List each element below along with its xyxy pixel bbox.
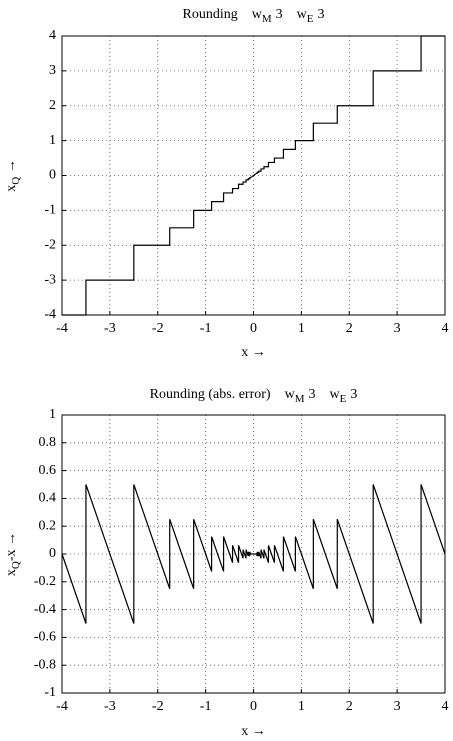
term-subscript: E [340, 393, 347, 405]
term-subscript: M [262, 13, 272, 25]
y-tick-label: 0.4 [39, 491, 57, 506]
y-tick-label: 4 [49, 28, 56, 43]
y-tick-label: 0 [49, 168, 56, 183]
y-tick-label: 0 [49, 546, 56, 561]
y-tick-label: -2 [44, 237, 56, 252]
x-tick-label: 3 [394, 321, 401, 336]
x-axis-label: x → [241, 345, 266, 360]
term-subscript: M [295, 393, 305, 405]
x-tick-label: -3 [104, 321, 116, 336]
y-axis-label: xQ → [4, 159, 21, 191]
y-tick-label: -1 [44, 203, 56, 218]
x-tick-label: 3 [394, 699, 401, 714]
y-tick-label: 1 [49, 133, 56, 148]
term-value: 3 [276, 7, 283, 22]
chart-title: Rounding (abs. error) wM 3 wE 3 [150, 387, 358, 404]
x-tick-label: 0 [250, 321, 257, 336]
y-tick-label: -0.8 [34, 657, 56, 672]
term-subscript: E [307, 13, 314, 25]
term-symbol: w [297, 7, 308, 22]
x-axis-label: x → [241, 724, 266, 739]
y-label-subscript: Q [10, 561, 22, 569]
x-tick-label: 4 [442, 321, 449, 336]
y-tick-label: -0.6 [34, 630, 56, 645]
x-tick-label: -4 [56, 321, 68, 336]
y-tick-label: 2 [49, 98, 56, 113]
x-tick-label: -1 [200, 699, 212, 714]
y-tick-label: 0.8 [39, 435, 57, 450]
x-tick-label: 2 [346, 699, 353, 714]
x-tick-label: 4 [442, 699, 449, 714]
x-tick-label: 1 [298, 321, 305, 336]
term-symbol: w [285, 387, 296, 402]
y-label-suffix: -x → [4, 532, 19, 561]
y-tick-label: 0.6 [39, 463, 57, 478]
y-tick-label: -3 [44, 272, 56, 287]
x-tick-label: -1 [200, 321, 212, 336]
y-tick-label: 0.2 [39, 518, 57, 533]
data-line [62, 35, 445, 316]
y-tick-label: -0.4 [34, 602, 56, 617]
x-tick-label: 1 [298, 699, 305, 714]
term-symbol: w [329, 387, 340, 402]
term-value: 3 [350, 387, 357, 402]
y-tick-label: -0.2 [34, 574, 56, 589]
chart-title: Rounding wM 3 wE 3 [183, 7, 325, 24]
data-line [61, 484, 446, 624]
title-text: Rounding [183, 7, 238, 22]
x-tick-label: 2 [346, 321, 353, 336]
title-text: Rounding (abs. error) [150, 387, 271, 402]
y-label-subscript: Q [10, 177, 22, 185]
y-tick-label: -4 [44, 307, 56, 322]
y-tick-label: 1 [49, 407, 56, 422]
y-tick-label: -1 [44, 685, 56, 700]
x-tick-label: -2 [152, 321, 164, 336]
x-tick-label: -3 [104, 699, 116, 714]
x-tick-label: -4 [56, 699, 68, 714]
x-tick-label: -2 [152, 699, 164, 714]
y-tick-label: 3 [49, 63, 56, 78]
y-axis-label: xQ-x → [4, 532, 21, 576]
term-value: 3 [308, 387, 315, 402]
y-label-symbol: x [4, 185, 19, 192]
term-value: 3 [318, 7, 325, 22]
x-tick-label: 0 [250, 699, 257, 714]
y-label-suffix: → [4, 159, 19, 177]
term-symbol: w [252, 7, 263, 22]
plot-frame [61, 35, 446, 316]
y-label-symbol: x [4, 569, 19, 576]
